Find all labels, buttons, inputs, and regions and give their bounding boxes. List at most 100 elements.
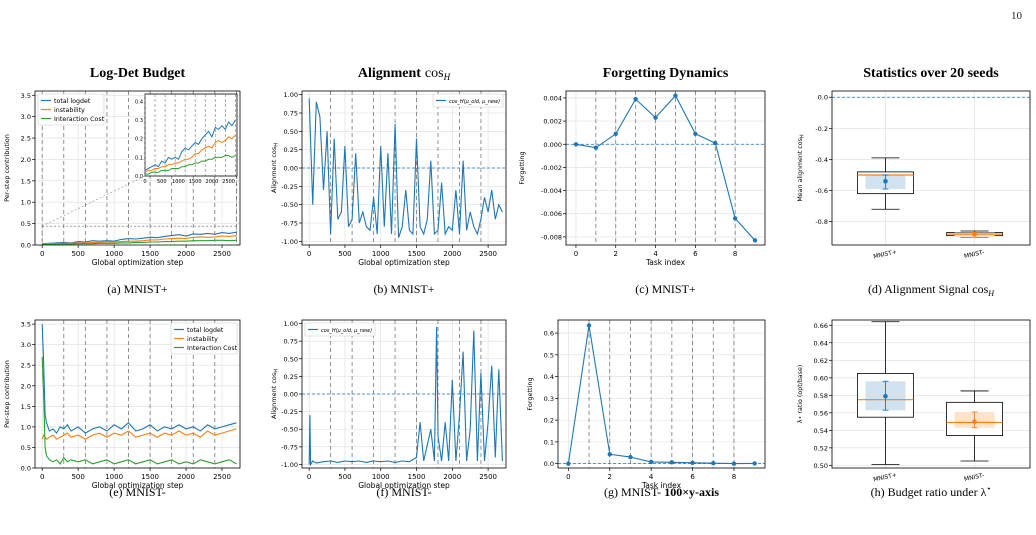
- x-tick-label: 0: [566, 473, 570, 481]
- x-tick-label: 1500: [141, 473, 159, 481]
- chart-f: 0 500 1000 1500 2000 2500 -1.00 -0.75 -0.50 -0.25…: [270, 319, 507, 490]
- y-tick-label: 1.0: [21, 199, 31, 207]
- y-tick-label: 0.00: [284, 391, 298, 399]
- data-point: [713, 140, 718, 146]
- data-point: [573, 142, 579, 147]
- y-tick-label: 2.5: [21, 135, 31, 143]
- column-title-b: Alignment cosH: [358, 66, 451, 82]
- y-axis-label: λ⋆ ratio (opt/base): [797, 365, 804, 424]
- inset-y-tick-label: 0.0: [135, 174, 143, 180]
- legend: cos_H(μ_old, μ_new): [432, 93, 504, 108]
- caption-subscript: H: [987, 289, 995, 298]
- y-tick-label: 0.5: [544, 351, 554, 359]
- y-tick-label: 0.2: [544, 417, 554, 425]
- x-tick-label: 2: [608, 473, 612, 481]
- y-tick-label: -0.75: [281, 220, 298, 228]
- x-tick-label: 1500: [408, 473, 426, 481]
- series-line-1: [308, 98, 503, 238]
- y-axis-label: Alignment cosH: [270, 369, 280, 419]
- y-tick-label: 2.0: [21, 382, 31, 390]
- title-math: cos: [425, 66, 444, 81]
- inset-y-tick-label: 0.2: [135, 137, 143, 143]
- series-line-1: [42, 231, 237, 245]
- data-point: [653, 115, 658, 120]
- y-tick-label: 3.5: [21, 321, 31, 329]
- data-point: [673, 93, 678, 98]
- y-tick-label: 0.0: [21, 465, 31, 473]
- x-tick-label: 6: [693, 250, 698, 258]
- caption-c: (c) MNIST+: [635, 282, 696, 296]
- legend: cos_H(μ_old, μ_new): [304, 322, 376, 337]
- y-tick-label: -0.8: [815, 218, 828, 226]
- inset-series-line-2: [144, 134, 236, 173]
- inset-y-tick-label: 0.3: [135, 118, 143, 124]
- data-point: [669, 460, 675, 465]
- caption-superscript: ⋆: [986, 484, 991, 493]
- data-point: [690, 460, 695, 465]
- y-tick-label: 0.4: [544, 373, 554, 381]
- y-tick-label: -0.50: [281, 426, 298, 434]
- y-tick-label: 0.50: [284, 128, 298, 136]
- y-tick-label: 0.75: [284, 338, 298, 346]
- legend-label: total logdet: [187, 327, 224, 334]
- data-point: [613, 131, 618, 137]
- data-point: [566, 461, 571, 466]
- x-tick-label: MNIST-: [963, 472, 985, 483]
- data-point: [711, 461, 716, 466]
- series-line-2: [42, 235, 237, 245]
- y-tick-label: 1.5: [21, 177, 31, 185]
- inset-x-tick-label: 1000: [172, 179, 185, 185]
- y-tick-label: 0.64: [814, 339, 828, 347]
- legend: total logdet instability Interaction Cost: [37, 93, 105, 126]
- legend-label: Interaction Cost: [187, 345, 238, 352]
- x-tick-label: 1000: [105, 473, 123, 481]
- x-tick-label: 2000: [177, 473, 195, 481]
- y-axis-label: Forgetting: [526, 377, 534, 410]
- inset-series-line-3: [145, 155, 236, 175]
- y-tick-label: 0.50: [284, 355, 298, 363]
- x-axis-label: Global optimization step: [358, 258, 450, 267]
- zoom-region: [41, 225, 237, 246]
- x-tick-label: 2000: [443, 473, 461, 481]
- x-tick-label: 0: [307, 250, 311, 258]
- x-tick-label: 500: [338, 473, 351, 481]
- x-tick-label: 6: [690, 473, 695, 481]
- caption-b: (b) MNIST+: [373, 282, 434, 296]
- x-tick-label: MNIST-: [963, 249, 985, 260]
- x-tick-label: MNIST+: [873, 472, 898, 484]
- inset-x-tick-label: 0: [143, 179, 146, 185]
- plot-frame: [565, 90, 766, 246]
- y-tick-label: 0.58: [814, 392, 828, 400]
- inset-series-line-1: [144, 119, 236, 171]
- plot-frame: [831, 90, 1031, 246]
- column-title-a: Log-Det Budget: [90, 66, 186, 81]
- chart-e: 0 500 1000 1500 2000 2500 0.0 0.5 1.0 1.5 2.0 2.5 3.…: [3, 319, 241, 490]
- series-line-1: [567, 325, 755, 465]
- y-tick-label: -0.4: [815, 156, 828, 164]
- legend: total logdet instability Interaction Cost: [170, 322, 238, 355]
- x-tick-label: 2: [614, 250, 618, 258]
- plot-frame: [831, 319, 1031, 469]
- legend-box: [304, 322, 376, 337]
- y-axis-label: Mean alignment cosH: [797, 134, 806, 202]
- caption-a: (a) MNIST+: [107, 282, 168, 296]
- series-line-1: [308, 326, 503, 467]
- chart-h: 0.50 0.52 0.54 0.56 0.58 0.60 0.62 0.64 0.66 MNIS…: [797, 319, 1031, 484]
- y-tick-label: -0.6: [815, 187, 828, 195]
- caption-e: (e) MNIST-: [109, 485, 166, 499]
- page-number: 10: [1011, 10, 1022, 22]
- plot-frame: [34, 319, 241, 469]
- mean-point: [883, 393, 888, 399]
- series-line-2: [41, 428, 237, 440]
- series-line-3: [42, 239, 237, 246]
- legend-label: Interaction Cost: [54, 116, 105, 123]
- legend-box: [170, 322, 238, 355]
- data-point: [693, 131, 698, 137]
- data-point: [731, 461, 737, 466]
- series-line-1: [575, 94, 756, 241]
- y-tick-label: 0.0: [544, 460, 554, 468]
- y-axis-label-subscript: H: [274, 369, 280, 373]
- x-tick-label: 0: [40, 473, 44, 481]
- x-tick-label: 2500: [213, 250, 231, 258]
- data-point: [633, 96, 638, 102]
